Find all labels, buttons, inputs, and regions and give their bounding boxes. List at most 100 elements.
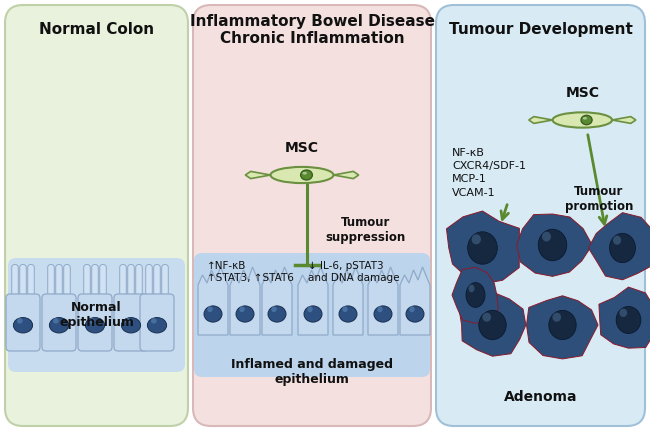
Polygon shape xyxy=(526,296,598,359)
Ellipse shape xyxy=(469,285,474,292)
Ellipse shape xyxy=(619,308,627,317)
FancyBboxPatch shape xyxy=(56,264,62,295)
Polygon shape xyxy=(198,267,228,335)
Text: Tumour
promotion: Tumour promotion xyxy=(565,185,633,213)
Polygon shape xyxy=(459,292,526,356)
Text: Adenoma: Adenoma xyxy=(504,390,577,404)
Ellipse shape xyxy=(89,318,95,324)
FancyBboxPatch shape xyxy=(12,264,18,295)
Ellipse shape xyxy=(610,233,636,263)
Ellipse shape xyxy=(85,318,105,333)
Ellipse shape xyxy=(207,306,213,312)
FancyBboxPatch shape xyxy=(6,294,40,351)
Ellipse shape xyxy=(268,306,286,322)
Ellipse shape xyxy=(271,306,277,312)
Polygon shape xyxy=(528,117,552,124)
Polygon shape xyxy=(612,117,636,124)
FancyBboxPatch shape xyxy=(120,264,126,295)
Ellipse shape xyxy=(17,318,23,324)
Ellipse shape xyxy=(479,310,506,340)
Polygon shape xyxy=(333,267,363,335)
Text: NF-κB
CXCR4/SDF-1
MCP-1
VCAM-1: NF-κB CXCR4/SDF-1 MCP-1 VCAM-1 xyxy=(452,148,526,197)
Ellipse shape xyxy=(552,313,561,322)
Ellipse shape xyxy=(406,306,424,322)
FancyBboxPatch shape xyxy=(99,264,107,295)
Text: Tumour
suppression: Tumour suppression xyxy=(325,216,405,244)
Ellipse shape xyxy=(482,313,491,322)
Ellipse shape xyxy=(374,306,392,322)
Ellipse shape xyxy=(410,306,415,312)
Polygon shape xyxy=(262,267,292,335)
Polygon shape xyxy=(517,214,592,276)
Polygon shape xyxy=(447,211,519,284)
FancyBboxPatch shape xyxy=(64,264,70,295)
Ellipse shape xyxy=(53,318,58,324)
Ellipse shape xyxy=(307,306,313,312)
FancyBboxPatch shape xyxy=(5,5,188,426)
Text: MSC: MSC xyxy=(285,141,319,155)
FancyBboxPatch shape xyxy=(84,264,90,295)
Polygon shape xyxy=(298,267,328,335)
Ellipse shape xyxy=(377,306,383,312)
Text: Normal Colon: Normal Colon xyxy=(39,22,154,37)
Polygon shape xyxy=(599,287,650,348)
FancyBboxPatch shape xyxy=(28,264,34,295)
Ellipse shape xyxy=(339,306,357,322)
Ellipse shape xyxy=(542,232,551,241)
Ellipse shape xyxy=(302,172,307,175)
Ellipse shape xyxy=(304,306,322,322)
Polygon shape xyxy=(368,267,398,335)
FancyBboxPatch shape xyxy=(153,264,161,295)
Ellipse shape xyxy=(122,318,140,333)
Ellipse shape xyxy=(14,318,32,333)
Ellipse shape xyxy=(468,232,497,264)
Ellipse shape xyxy=(343,306,348,312)
FancyBboxPatch shape xyxy=(194,253,430,377)
FancyBboxPatch shape xyxy=(8,258,185,372)
Text: Inflammatory Bowel Disease
Chronic Inflammation: Inflammatory Bowel Disease Chronic Infla… xyxy=(190,14,434,46)
FancyBboxPatch shape xyxy=(146,264,152,295)
Polygon shape xyxy=(230,267,260,335)
Text: MSC: MSC xyxy=(566,86,599,100)
Ellipse shape xyxy=(549,310,576,340)
Ellipse shape xyxy=(270,167,333,183)
FancyBboxPatch shape xyxy=(193,5,431,426)
Text: Normal
epithelium: Normal epithelium xyxy=(59,301,134,329)
Ellipse shape xyxy=(538,229,567,261)
Ellipse shape xyxy=(49,318,69,333)
Ellipse shape xyxy=(301,170,313,180)
FancyBboxPatch shape xyxy=(114,294,148,351)
Ellipse shape xyxy=(472,234,481,245)
Text: Inflamed and damaged
epithelium: Inflamed and damaged epithelium xyxy=(231,358,393,386)
FancyBboxPatch shape xyxy=(140,294,174,351)
FancyBboxPatch shape xyxy=(136,264,142,295)
FancyBboxPatch shape xyxy=(162,264,168,295)
Ellipse shape xyxy=(204,306,222,322)
Ellipse shape xyxy=(552,112,612,127)
Text: ↓ IL-6, pSTAT3
and DNA damage: ↓ IL-6, pSTAT3 and DNA damage xyxy=(308,261,400,283)
Ellipse shape xyxy=(582,117,587,120)
Text: Tumour Development: Tumour Development xyxy=(448,22,632,37)
Text: ↑NF-κB
↑STAT3, ↑STAT6: ↑NF-κB ↑STAT3, ↑STAT6 xyxy=(207,261,294,283)
Ellipse shape xyxy=(613,235,621,245)
FancyBboxPatch shape xyxy=(436,5,645,426)
Polygon shape xyxy=(452,267,499,324)
Ellipse shape xyxy=(236,306,254,322)
Ellipse shape xyxy=(151,318,157,324)
Polygon shape xyxy=(245,172,270,178)
Ellipse shape xyxy=(581,115,592,125)
FancyBboxPatch shape xyxy=(78,294,112,351)
Ellipse shape xyxy=(616,306,641,334)
FancyBboxPatch shape xyxy=(127,264,135,295)
Polygon shape xyxy=(588,213,650,280)
FancyBboxPatch shape xyxy=(20,264,26,295)
Polygon shape xyxy=(333,172,359,178)
FancyBboxPatch shape xyxy=(92,264,98,295)
Polygon shape xyxy=(400,267,430,335)
Ellipse shape xyxy=(239,306,244,312)
FancyBboxPatch shape xyxy=(42,294,76,351)
Ellipse shape xyxy=(125,318,131,324)
FancyBboxPatch shape xyxy=(47,264,55,295)
Ellipse shape xyxy=(148,318,166,333)
Ellipse shape xyxy=(466,283,485,308)
